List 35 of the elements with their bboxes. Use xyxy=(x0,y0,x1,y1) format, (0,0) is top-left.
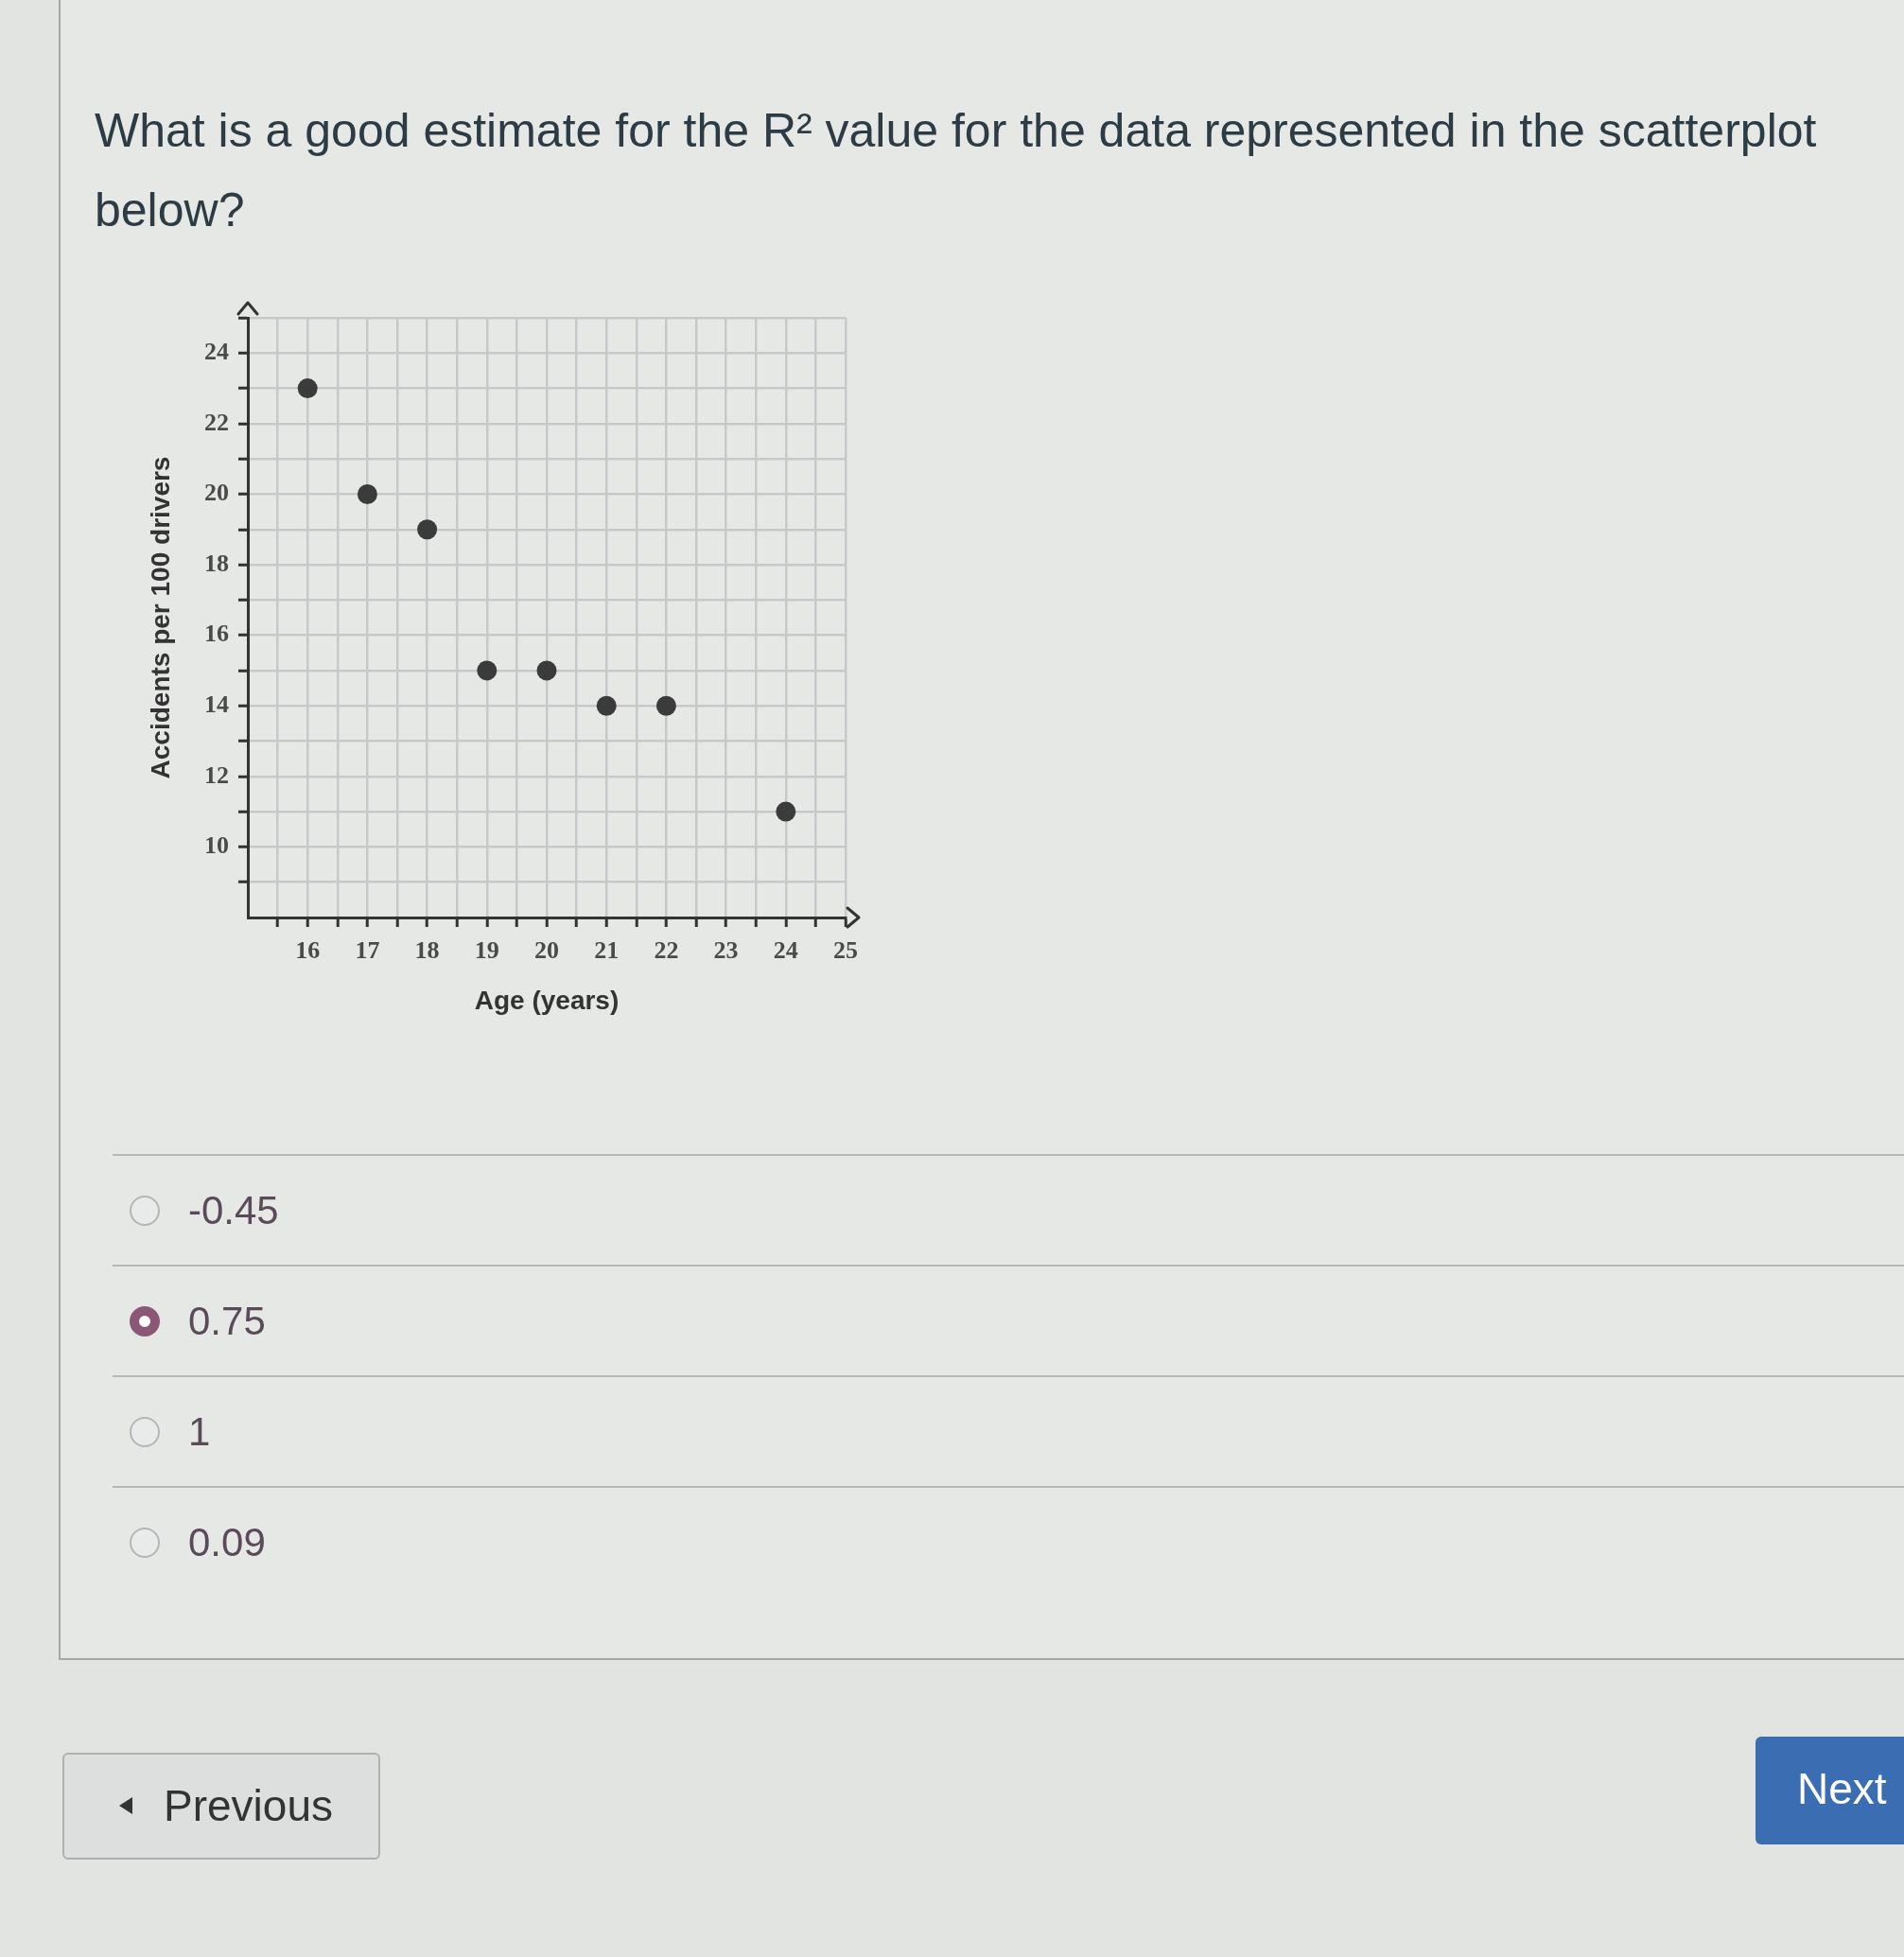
text: 1 xyxy=(188,1408,211,1456)
x-tick-label: 24 xyxy=(773,936,798,965)
text: 0.75 xyxy=(188,1298,266,1345)
y-tick-label: 20 xyxy=(204,479,229,507)
y-tick-label: 12 xyxy=(204,760,229,789)
text: Previous xyxy=(164,1780,333,1831)
x-tick-label: 17 xyxy=(355,936,380,965)
point xyxy=(536,660,557,681)
y-tick-label: 22 xyxy=(204,408,229,436)
text: 0.09 xyxy=(188,1519,266,1566)
point xyxy=(417,519,438,540)
x-tick-label: 21 xyxy=(594,936,620,965)
text: -0.45 xyxy=(188,1187,279,1234)
x-tick-label: 16 xyxy=(295,936,321,965)
x-tick-label: 18 xyxy=(414,936,440,965)
x-tick-label: 19 xyxy=(474,936,499,965)
y-tick-label: 14 xyxy=(204,690,229,718)
y-axis-title: Accidents per 100 drivers xyxy=(145,456,175,779)
y-tick-label: 10 xyxy=(204,831,229,860)
y-tick-label: 18 xyxy=(204,549,229,577)
text: Next xyxy=(1797,1763,1887,1814)
point xyxy=(297,378,318,399)
point xyxy=(357,483,377,504)
y-tick-label: 16 xyxy=(204,620,229,648)
x-tick-label: 22 xyxy=(654,936,679,965)
y-tick-label: 24 xyxy=(204,338,229,366)
point xyxy=(477,660,498,681)
point xyxy=(596,695,617,716)
text: What is a good estimate for the R² value for the data represented in the scatterplot below? xyxy=(95,103,1818,238)
x-tick-label: 23 xyxy=(713,936,739,965)
point xyxy=(776,801,796,822)
x-axis-title: Age (years) xyxy=(474,985,620,1015)
x-tick-label: 25 xyxy=(833,936,858,965)
x-tick-label: 20 xyxy=(534,936,559,965)
point xyxy=(655,695,676,716)
